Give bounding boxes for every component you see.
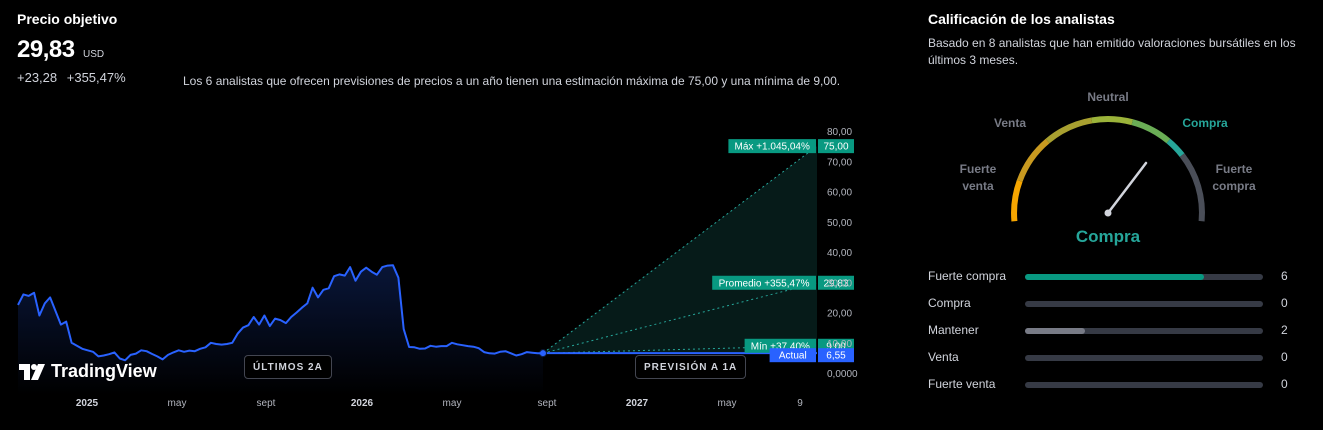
rating-bar-track bbox=[1025, 355, 1263, 361]
rating-row: Compra 0 bbox=[928, 296, 1288, 312]
rating-bar-track bbox=[1025, 274, 1263, 280]
rating-bar-fill bbox=[1025, 328, 1085, 334]
forecast-max-line bbox=[542, 145, 818, 354]
gauge-label-strong-sell-line1: Fuerte bbox=[960, 162, 997, 176]
rating-label: Fuerte venta bbox=[928, 377, 996, 391]
price-target-change-pct: +355,47% bbox=[66, 70, 126, 85]
rating-count: 0 bbox=[1281, 350, 1288, 364]
x-tick-label: 9 bbox=[797, 398, 803, 409]
tradingview-icon bbox=[19, 363, 45, 380]
gauge-result: Compra bbox=[1076, 227, 1141, 246]
price-history-area bbox=[18, 265, 543, 395]
forecast-avg-label: Promedio +355,47% bbox=[719, 278, 810, 289]
x-tick-label: may bbox=[443, 398, 462, 409]
gauge-label-buy: Compra bbox=[1182, 116, 1228, 130]
x-tick-label: 2026 bbox=[351, 398, 374, 409]
forecast-avg-label-bg bbox=[712, 275, 816, 290]
price-target-title: Precio objetivo bbox=[17, 11, 118, 27]
forecast-current-label: Actual bbox=[779, 351, 807, 362]
gauge-arc-segment bbox=[1091, 116, 1134, 126]
price-target-currency: USD bbox=[83, 49, 105, 60]
gauge-needle bbox=[1106, 161, 1148, 215]
rating-bar-track bbox=[1025, 301, 1263, 307]
rating-label: Compra bbox=[928, 296, 971, 310]
forecast-max-value: 75,00 bbox=[823, 142, 848, 153]
y-tick-label: 0,0000 bbox=[827, 369, 858, 380]
y-tick-label: 60,00 bbox=[827, 188, 852, 199]
rating-label: Mantener bbox=[928, 323, 979, 337]
rating-row: Venta 0 bbox=[928, 350, 1288, 366]
forecast-min-value: 9,00 bbox=[826, 341, 846, 352]
gauge-track bbox=[1179, 153, 1205, 222]
rating-row: Mantener 2 bbox=[928, 323, 1288, 339]
price-target-description: Los 6 analistas que ofrecen previsiones … bbox=[183, 74, 841, 88]
rating-row: Fuerte compra 6 bbox=[928, 269, 1288, 285]
forecast-max-value-bg bbox=[818, 139, 854, 154]
price-target-change-abs: +23,28 bbox=[17, 70, 58, 85]
gauge-label-strong-buy-line1: Fuerte bbox=[1216, 162, 1253, 176]
forecast-current-label-bg bbox=[769, 348, 816, 363]
gauge-arc-segment bbox=[1166, 138, 1185, 158]
rating-bar-fill bbox=[1025, 274, 1204, 280]
y-tick-label: 30,00 bbox=[827, 278, 852, 289]
x-tick-label: sept bbox=[538, 398, 557, 409]
rating-count: 0 bbox=[1281, 377, 1288, 391]
gauge-label-sell: Venta bbox=[994, 116, 1026, 130]
forecast-current-value: 6,55 bbox=[826, 351, 846, 362]
forecast-avg-value: 29,83 bbox=[823, 278, 848, 289]
price-target-value: 29,83 bbox=[17, 36, 75, 63]
forecast-avg-line bbox=[542, 282, 818, 354]
tradingview-logo[interactable]: TradingView bbox=[19, 361, 157, 382]
rating-bar-track bbox=[1025, 382, 1263, 388]
forecast-min-label: Mín +37,40% bbox=[751, 341, 810, 352]
rating-label: Venta bbox=[928, 350, 959, 364]
gauge-arc-segment bbox=[1045, 117, 1093, 144]
x-tick-label: may bbox=[168, 398, 187, 409]
gauge-needle-hub bbox=[1104, 209, 1112, 217]
price-chart: Máx +1.045,04% 75,00 Promedio +355,47% 29,8… bbox=[17, 127, 858, 409]
tradingview-wordmark: TradingView bbox=[51, 361, 157, 381]
y-tick-label: 40,00 bbox=[827, 248, 852, 259]
rating-count: 6 bbox=[1281, 269, 1288, 283]
rating-label: Fuerte compra bbox=[928, 269, 1007, 283]
gauge-label-strong-sell-line2: venta bbox=[962, 179, 994, 193]
x-tick-label: 2025 bbox=[76, 398, 99, 409]
rating-count: 0 bbox=[1281, 296, 1288, 310]
forecast-max-label: Máx +1.045,04% bbox=[735, 142, 810, 153]
rating-bar-track bbox=[1025, 328, 1263, 334]
forecast-max-label-bg bbox=[728, 139, 816, 154]
x-tick-label: sept bbox=[257, 398, 276, 409]
forecast-min-line bbox=[542, 345, 818, 354]
forecast-avg-value-bg bbox=[818, 275, 854, 290]
y-tick-label: 10,00 bbox=[827, 339, 852, 350]
forecast-1y-button[interactable]: PREVISIÓN A 1A bbox=[635, 355, 747, 379]
forecast-current-value-bg bbox=[818, 348, 854, 363]
y-tick-label: 50,00 bbox=[827, 218, 852, 229]
x-tick-label: 2027 bbox=[626, 398, 649, 409]
x-tick-label: may bbox=[718, 398, 737, 409]
gauge-arc-segment bbox=[1011, 179, 1023, 222]
gauge-arc-segment bbox=[1131, 119, 1171, 144]
gauge-arc-segment bbox=[1016, 138, 1050, 182]
rating-row: Fuerte venta 0 bbox=[928, 377, 1288, 393]
gauge-label-neutral: Neutral bbox=[1087, 90, 1128, 104]
gauge-label-strong-buy-line2: compra bbox=[1212, 179, 1256, 193]
price-history-line bbox=[17, 264, 544, 362]
rating-count: 2 bbox=[1281, 323, 1288, 337]
price-target-value-group: 29,83 USD bbox=[17, 36, 104, 64]
y-tick-label: 70,00 bbox=[827, 157, 852, 168]
price-target-change: +23,28 +355,47% bbox=[17, 70, 126, 85]
rating-gauge: Neutral Venta Compra Fuerte venta Fuerte… bbox=[960, 90, 1256, 246]
y-tick-label: 80,00 bbox=[827, 127, 852, 138]
analyst-rating-description: Basado en 8 analistas que han emitido va… bbox=[928, 36, 1296, 67]
y-tick-label: 20,00 bbox=[827, 309, 852, 320]
analyst-rating-title: Calificación de los analistas bbox=[928, 11, 1115, 27]
last-2y-button[interactable]: ÚLTIMOS 2A bbox=[244, 355, 332, 379]
